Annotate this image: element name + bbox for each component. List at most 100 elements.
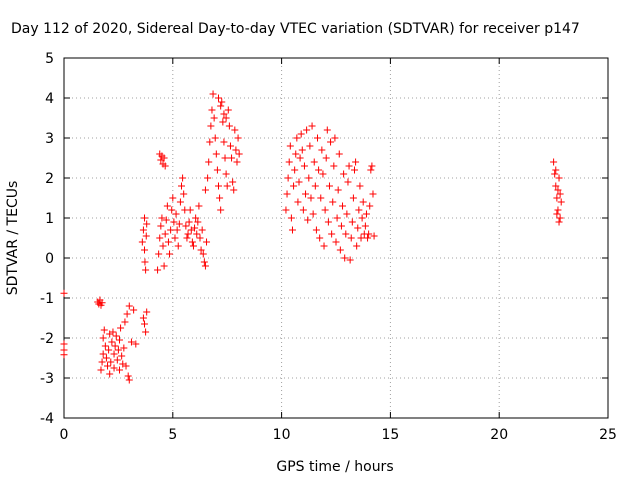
data-point <box>358 214 366 222</box>
data-point <box>102 354 110 362</box>
data-point <box>171 234 179 242</box>
data-point <box>330 162 338 170</box>
data-point <box>185 218 193 226</box>
data-point <box>60 289 68 297</box>
data-point <box>282 206 290 214</box>
x-axis-label: GPS time / hours <box>276 459 393 475</box>
data-point <box>316 234 324 242</box>
data-point <box>354 224 362 232</box>
data-point <box>110 350 118 358</box>
data-point <box>339 202 347 210</box>
data-point <box>141 246 149 254</box>
data-point <box>99 334 107 342</box>
data-point <box>198 226 206 234</box>
data-point <box>218 98 226 106</box>
data-point <box>107 358 115 366</box>
data-point <box>322 154 330 162</box>
data-point <box>99 350 107 358</box>
data-point <box>174 242 182 250</box>
data-point <box>288 226 296 234</box>
chart-title: Day 112 of 2020, Sidereal Day-to-day VTE… <box>11 21 580 37</box>
data-point <box>163 202 171 210</box>
data-point <box>226 142 234 150</box>
data-point <box>353 242 361 250</box>
y-tick-label: 5 <box>45 51 54 67</box>
data-point <box>109 328 117 336</box>
data-point <box>286 142 294 150</box>
data-point <box>216 194 224 202</box>
data-point <box>117 324 125 332</box>
data-point <box>195 202 203 210</box>
data-point <box>120 344 128 352</box>
data-point <box>60 351 68 359</box>
data-point <box>302 190 310 198</box>
data-point <box>142 328 150 336</box>
data-point <box>224 106 232 114</box>
data-point <box>298 146 306 154</box>
data-point <box>178 182 186 190</box>
data-point <box>179 174 187 182</box>
x-tick-label: 0 <box>60 427 69 443</box>
x-tick-label: 10 <box>273 427 291 443</box>
data-point <box>290 182 298 190</box>
data-point <box>295 178 303 186</box>
data-point <box>155 250 163 258</box>
data-point <box>235 150 243 158</box>
data-point <box>345 162 353 170</box>
data-point <box>336 246 344 254</box>
data-point <box>324 218 332 226</box>
data-point <box>369 190 377 198</box>
data-point <box>229 178 237 186</box>
data-point <box>340 170 348 178</box>
data-point <box>201 186 209 194</box>
y-axis-label: SDTVAR / TECUs <box>5 181 21 296</box>
data-point <box>294 198 302 206</box>
data-point <box>200 258 208 266</box>
data-point <box>222 170 230 178</box>
data-point <box>168 206 176 214</box>
data-point <box>552 166 560 174</box>
data-point <box>365 230 373 238</box>
data-point <box>157 222 165 230</box>
data-point <box>167 226 175 234</box>
data-point <box>154 266 162 274</box>
data-point <box>556 190 564 198</box>
data-point <box>186 206 194 214</box>
data-point <box>180 190 188 198</box>
data-point <box>296 154 304 162</box>
data-point <box>225 122 233 130</box>
data-point <box>122 362 130 370</box>
data-point <box>362 210 370 218</box>
data-point <box>210 114 218 122</box>
data-point <box>213 166 221 174</box>
data-point <box>175 220 183 228</box>
data-point <box>130 306 138 314</box>
data-point <box>123 310 131 318</box>
data-point <box>158 214 166 222</box>
data-point <box>222 114 230 122</box>
y-tick-label: 2 <box>45 171 54 187</box>
data-point <box>307 194 315 202</box>
data-point <box>297 130 305 138</box>
data-point <box>197 246 205 254</box>
data-point <box>309 210 317 218</box>
y-tick-label: 0 <box>45 251 54 267</box>
data-point <box>550 158 558 166</box>
data-point <box>355 206 363 214</box>
data-point <box>342 230 350 238</box>
y-tick-label: 4 <box>45 91 54 107</box>
data-point <box>98 358 106 366</box>
x-tick-label: 5 <box>168 427 177 443</box>
data-point <box>196 234 204 242</box>
data-point <box>141 320 149 328</box>
data-point <box>551 170 559 178</box>
data-point <box>115 366 123 374</box>
data-point <box>315 166 323 174</box>
y-tick-label: 1 <box>45 211 54 227</box>
data-point <box>552 182 560 190</box>
data-point <box>292 150 300 158</box>
data-point <box>359 198 367 206</box>
data-point <box>125 376 133 384</box>
data-point <box>555 218 563 226</box>
data-point <box>164 238 172 246</box>
